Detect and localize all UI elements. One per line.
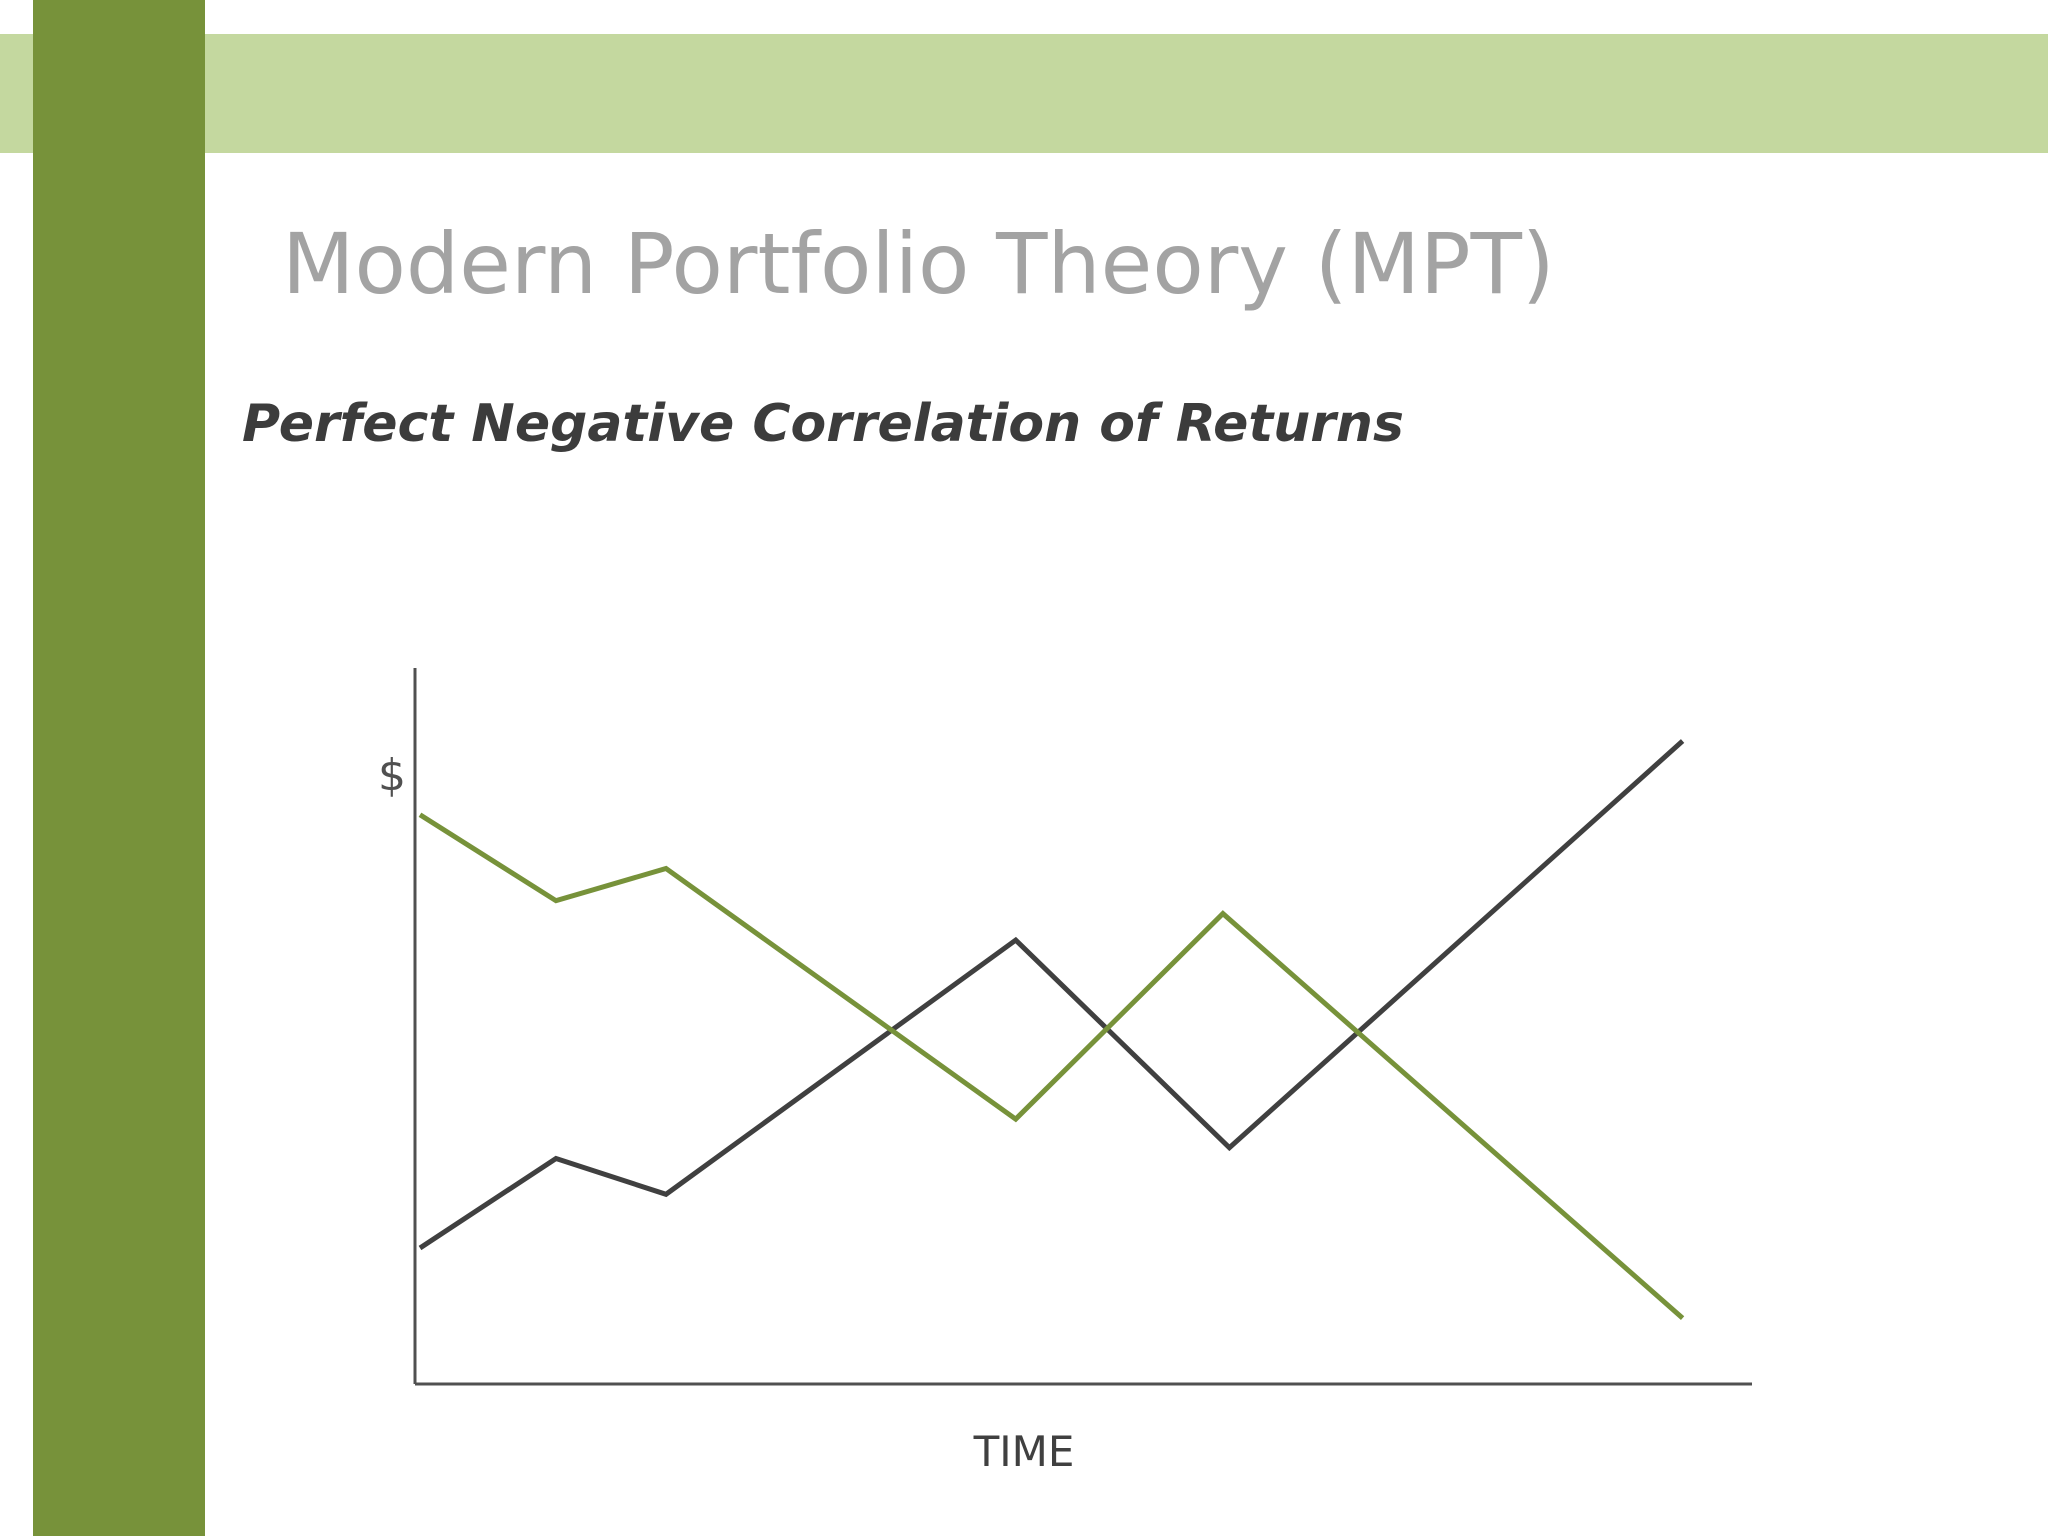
top-accent-band xyxy=(0,34,2048,153)
series-line-1 xyxy=(418,739,1685,1251)
series-layer xyxy=(418,739,1685,1320)
y-axis-label: $ xyxy=(378,750,406,801)
series-line-2 xyxy=(418,812,1685,1320)
slide-title: Modern Portfolio Theory (MPT) xyxy=(282,215,1555,313)
x-axis-label: TIME xyxy=(973,1427,1075,1476)
slide-subtitle: Perfect Negative Correlation of Returns xyxy=(242,394,1404,454)
left-accent-bar xyxy=(33,0,205,1536)
